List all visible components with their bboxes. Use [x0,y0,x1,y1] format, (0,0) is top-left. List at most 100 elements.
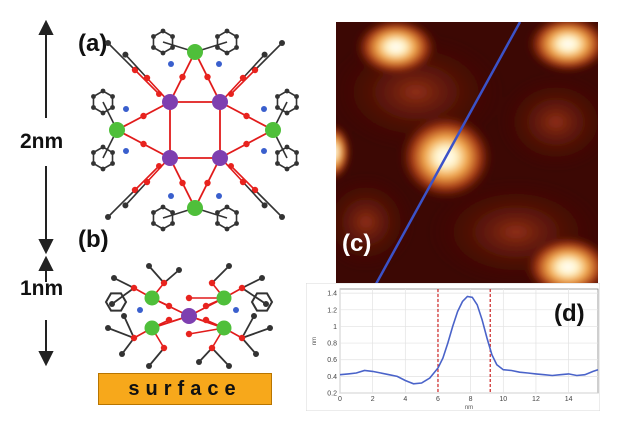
dim-label-1nm: 1nm [20,277,64,300]
phenyl-ring [250,292,274,312]
carbon-atom [151,34,156,39]
green-atom [216,320,232,336]
oxygen-atom [179,179,186,187]
carbon-atom [105,40,111,46]
carbon-atom [284,110,290,116]
green-atom [144,290,160,306]
oxygen-atom [202,316,210,324]
carbon-atom [284,166,290,172]
nitrogen-atom [137,307,143,313]
carbon-atom [119,351,125,357]
bond-line [230,165,256,191]
green-atom [187,44,203,60]
carbon-atom [160,50,166,56]
x-tick-label: 2 [371,396,375,403]
bond-line [241,315,255,339]
bond-line [123,315,135,339]
carbon-atom [224,226,230,232]
carbon-atom [110,150,115,155]
oxygen-atom [165,302,173,310]
bond-line [107,189,136,218]
oxygen-atom [140,140,147,148]
oxygen-atom [251,66,259,74]
carbon-atom [294,105,299,110]
carbon-atom [224,204,230,210]
purple-atom [212,150,228,166]
bond-line [113,277,135,289]
carbon-atom [234,221,239,226]
carbon-atom [111,275,117,281]
bond-line [242,181,266,206]
oxygen-atom [131,186,139,194]
oxygen-atom [179,73,186,81]
panel-label-a: (a) [78,30,108,57]
bond-line [107,42,136,71]
carbon-atom [91,150,96,155]
carbon-atom [234,45,239,50]
oxygen-atom [185,330,193,338]
carbon-atom [224,28,230,34]
y-tick-label: 1.4 [327,291,337,298]
carbon-atom [226,363,232,369]
purple-atom [212,94,228,110]
carbon-atom [261,51,268,58]
carbon-atom [146,363,152,369]
carbon-atom [121,313,127,319]
stm-bright-spot [354,22,438,77]
green-atom [216,290,232,306]
oxygen-atom [208,279,216,287]
carbon-atom [275,150,280,155]
nitrogen-atom [261,148,267,154]
chart-frame [306,283,600,411]
purple-atom [181,308,197,324]
carbon-atom [294,161,299,166]
nitrogen-atom [168,61,174,67]
nitrogen-atom [261,106,267,112]
y-axis-label: nm [312,337,318,345]
y-tick-label: 0.8 [327,341,337,348]
carbon-atom [279,40,285,46]
oxygen-atom [204,73,211,81]
carbon-atom [122,202,129,209]
oxygen-atom [131,66,139,74]
x-tick-label: 8 [469,396,473,403]
oxygen-atom [239,74,247,82]
stm-image [336,22,598,284]
y-tick-label: 0.4 [327,374,337,381]
x-tick-label: 0 [338,396,342,403]
carbon-atom [170,210,175,215]
arrow-1nm-up-head [38,255,54,271]
bond-line [146,160,167,183]
carbon-atom [91,105,96,110]
panel-label-d: (d) [554,300,585,327]
carbon-atom [110,105,115,110]
oxygen-atom [143,74,151,82]
purple-atom [162,94,178,110]
carbon-atom [279,214,285,220]
carbon-atom [100,88,106,94]
nitrogen-atom [123,148,129,154]
molecule-side-view [104,263,274,369]
oxygen-atom [130,284,138,292]
carbon-atom [253,351,259,357]
x-tick-label: 4 [403,396,407,403]
bond-line [148,265,165,284]
carbon-atom [259,275,265,281]
arrow-2nm-down-head [38,239,54,255]
dim-label-2nm: 2nm [20,130,64,153]
carbon-atom [275,105,280,110]
carbon-atom [215,34,220,39]
x-tick-label: 12 [532,396,540,403]
bond-line [241,327,271,339]
oxygen-atom [239,178,247,186]
oxygen-atom [251,186,259,194]
green-atom [265,122,281,138]
carbon-atom [226,263,232,269]
bond-line [107,327,135,339]
carbon-atom [263,301,269,307]
bond-line [146,77,167,100]
bond-line [134,69,160,95]
nitrogen-atom [123,106,129,112]
molecule-top-view [91,28,299,232]
y-tick-label: 0.6 [327,357,337,364]
